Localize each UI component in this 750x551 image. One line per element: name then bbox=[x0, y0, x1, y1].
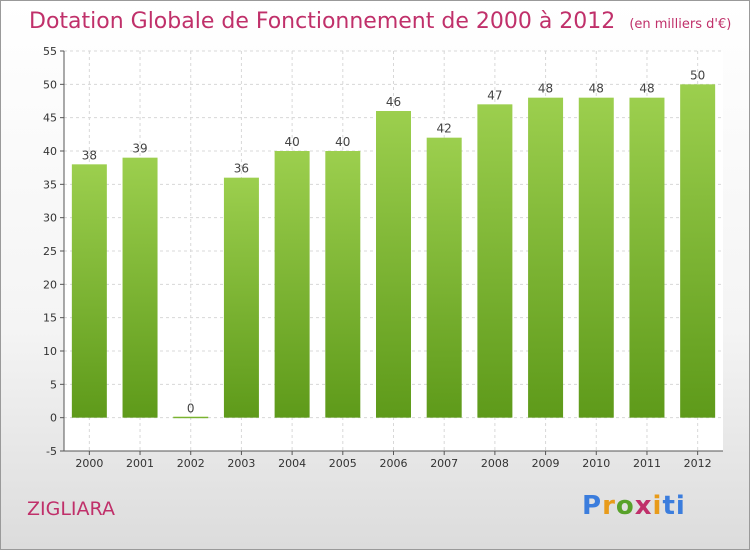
x-tick-label: 2004 bbox=[278, 457, 306, 470]
bar-value-label: 46 bbox=[386, 95, 401, 109]
bar-value-label: 47 bbox=[487, 88, 502, 102]
y-tick-label: 25 bbox=[43, 245, 57, 258]
chart-title: Dotation Globale de Fonctionnement de 20… bbox=[29, 9, 731, 34]
bar-value-label: 40 bbox=[284, 135, 299, 149]
bar bbox=[274, 151, 310, 418]
bar bbox=[477, 104, 513, 418]
proxiti-logo: Proxiti bbox=[582, 491, 686, 521]
commune-name: ZIGLIARA bbox=[27, 498, 115, 520]
y-tick-label: 35 bbox=[43, 178, 57, 191]
bar-value-label: 48 bbox=[589, 82, 604, 96]
x-tick-label: 2002 bbox=[177, 457, 205, 470]
logo-letter: i bbox=[652, 491, 663, 521]
y-tick-label: 15 bbox=[43, 312, 57, 325]
x-tick-label: 2003 bbox=[227, 457, 255, 470]
x-tick-label: 2008 bbox=[481, 457, 509, 470]
logo-letter: o bbox=[615, 491, 635, 521]
bar-value-label: 0 bbox=[187, 402, 195, 416]
chart-unit: (en milliers d'€) bbox=[629, 17, 732, 32]
x-tick-label: 2006 bbox=[380, 457, 408, 470]
x-tick-label: 2012 bbox=[684, 457, 712, 470]
y-tick-label: 20 bbox=[43, 278, 57, 291]
y-tick-label: 50 bbox=[43, 78, 57, 91]
bar-value-label: 40 bbox=[335, 135, 350, 149]
bar bbox=[223, 177, 259, 418]
chart-title-text: Dotation Globale de Fonctionnement de 20… bbox=[29, 9, 616, 34]
bar-value-label: 48 bbox=[639, 82, 654, 96]
y-tick-label: -5 bbox=[46, 445, 57, 458]
bar bbox=[376, 111, 411, 418]
bar-value-label: 48 bbox=[538, 82, 553, 96]
y-tick-label: 10 bbox=[43, 345, 57, 358]
bar bbox=[325, 151, 361, 418]
x-tick-label: 2011 bbox=[633, 457, 661, 470]
x-tick-label: 2000 bbox=[75, 457, 103, 470]
bar-value-label: 42 bbox=[437, 122, 452, 136]
bar bbox=[426, 137, 462, 418]
y-tick-label: 40 bbox=[43, 145, 57, 158]
bar-value-label: 38 bbox=[82, 148, 97, 162]
y-tick-label: 55 bbox=[43, 45, 57, 58]
y-tick-label: 45 bbox=[43, 112, 57, 125]
y-tick-label: 5 bbox=[50, 378, 57, 391]
bar bbox=[71, 164, 107, 418]
bar-value-label: 39 bbox=[132, 142, 147, 156]
logo-letter: ti bbox=[662, 491, 686, 521]
logo-letter: P bbox=[582, 491, 603, 521]
y-tick-label: 0 bbox=[50, 412, 57, 425]
x-tick-label: 2010 bbox=[582, 457, 610, 470]
bar bbox=[122, 157, 158, 418]
x-tick-label: 2005 bbox=[329, 457, 357, 470]
bar bbox=[680, 84, 716, 418]
bar-value-label: 36 bbox=[234, 162, 249, 176]
x-tick-label: 2001 bbox=[126, 457, 154, 470]
logo-letter: r bbox=[602, 491, 616, 521]
bar bbox=[528, 97, 564, 418]
bar bbox=[578, 97, 614, 418]
logo-letter: x bbox=[634, 491, 653, 521]
x-tick-label: 2009 bbox=[532, 457, 560, 470]
bar-value-label: 50 bbox=[690, 68, 705, 82]
x-tick-label: 2007 bbox=[430, 457, 458, 470]
bar bbox=[629, 97, 665, 418]
bar bbox=[173, 416, 209, 419]
y-tick-label: 30 bbox=[43, 212, 57, 225]
